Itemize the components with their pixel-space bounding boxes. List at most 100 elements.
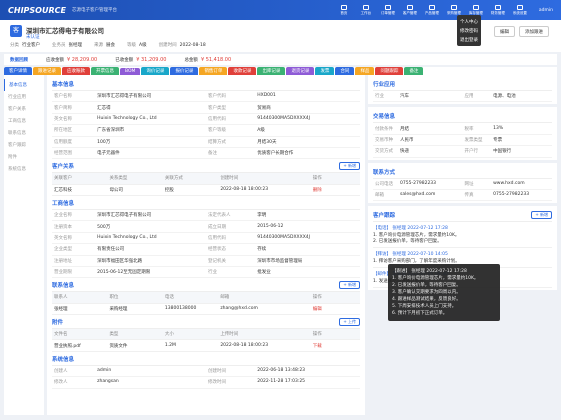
- value: Huixin Technology Co., Ltd: [97, 115, 157, 121]
- value: admin: [97, 367, 112, 373]
- nav-label[interactable]: 库存管理: [468, 10, 483, 15]
- sidebar: 基本信息行业应用客户关系工商信息联系信息客户跟踪附件系统信息: [4, 75, 44, 415]
- label: 备注: [207, 151, 217, 157]
- value: 100万: [97, 139, 111, 145]
- section-title: 基本信息: [52, 77, 360, 91]
- nav-label[interactable]: 首页: [340, 10, 348, 15]
- table-header: 文件名 类型 大小 上传时间 操作: [52, 329, 360, 341]
- action-button[interactable]: + 新增: [339, 162, 360, 171]
- op-link[interactable]: 删除: [310, 185, 360, 196]
- label: 登记机关: [207, 258, 226, 264]
- side-item[interactable]: 基本信息: [4, 79, 44, 91]
- nav-label[interactable]: 采购管理: [446, 10, 461, 15]
- op-link[interactable]: 编辑: [310, 304, 360, 315]
- value: 91440300MA5DXXXX4J: [257, 234, 310, 240]
- nav-label[interactable]: 系统设置: [512, 10, 527, 15]
- value: 2015-06-12至无固定期限: [97, 270, 151, 276]
- kv-row: 交货方式 快递 开户行 中国银行: [373, 146, 552, 158]
- nav-icon: [340, 4, 347, 10]
- user[interactable]: admin: [538, 7, 553, 13]
- tab[interactable]: 跟进记录: [33, 67, 61, 75]
- nav-item[interactable]: 产品管理: [421, 4, 443, 16]
- stat: 应收金额 ¥ 28,209.00: [46, 57, 97, 63]
- cell: 张经理: [52, 304, 108, 315]
- nav-icon: [494, 4, 501, 10]
- label: 修改人: [54, 380, 68, 386]
- tab[interactable]: BOM: [120, 68, 141, 75]
- nav-item[interactable]: 首页: [333, 4, 355, 16]
- card: 交易信息 付款条件 月结 税率 13% 交易币种 人民币 发票类型 专票 交货方式 快递 开户行 中国银…: [368, 107, 557, 160]
- value: 广东省深圳市: [97, 128, 125, 134]
- kv-row: 客户简称 汇芯得 客户类型 贸易商: [52, 102, 360, 114]
- side-item[interactable]: 联系信息: [8, 131, 26, 136]
- tab[interactable]: 应收账款: [62, 67, 90, 75]
- value: 优质客户长期合作: [257, 151, 294, 157]
- badge: 未认证: [26, 35, 40, 40]
- field: 等级 A级: [127, 42, 147, 48]
- stat-label: 总金额: [184, 57, 198, 63]
- button[interactable]: 编辑: [494, 26, 515, 37]
- nav-item[interactable]: 工作台: [355, 4, 377, 16]
- menu-item[interactable]: 个人中心: [460, 19, 478, 25]
- table-header: 联系人 职位 电话 邮箱 操作: [52, 292, 360, 304]
- nav-item[interactable]: 库存管理: [465, 4, 487, 16]
- nav-item[interactable]: 订单管理: [377, 4, 399, 16]
- label: 行业: [207, 270, 217, 276]
- side-item[interactable]: 工商信息: [8, 119, 26, 124]
- label: 经营状态: [207, 247, 226, 253]
- field: 来源 展会: [94, 42, 115, 48]
- tooltip-line: 2. 已发送报价单，等待客户回复。: [392, 283, 461, 288]
- tab[interactable]: 发票: [315, 67, 335, 75]
- nav-label[interactable]: 产品管理: [424, 10, 439, 15]
- title: 联系方式: [373, 169, 396, 176]
- nav-label[interactable]: 客户管理: [402, 10, 417, 15]
- field-label: 来源: [94, 43, 103, 48]
- tab[interactable]: 样品: [355, 67, 375, 75]
- tab[interactable]: 收款记录: [228, 67, 257, 75]
- tab[interactable]: 询价记录: [141, 67, 170, 75]
- kv-row: 注册资本 500万 成立日期 2015-06-12: [52, 221, 360, 233]
- tab[interactable]: 备注: [404, 67, 424, 75]
- field-value: 展会: [106, 43, 115, 48]
- action-button[interactable]: + 上传: [339, 318, 360, 326]
- tab[interactable]: 问题跟踪: [375, 67, 404, 75]
- button[interactable]: 添加跟进: [519, 26, 549, 37]
- card: 行业应用 行业 汽车 应用 电源、电池: [368, 75, 557, 105]
- entry-head: 【电话】 张经理 2022-07-12 17:28: [373, 226, 448, 232]
- kv-row: 付款条件 月结 税率 13%: [373, 123, 552, 135]
- nav-label[interactable]: 订单管理: [380, 10, 395, 15]
- tab[interactable]: 退货记录: [286, 67, 315, 75]
- cell: 2022-08-18 18:00:23: [218, 340, 311, 352]
- tab[interactable]: 开票信息: [91, 67, 119, 75]
- action-button[interactable]: + 新增: [339, 281, 360, 290]
- nav-label[interactable]: 财务管理: [490, 10, 505, 15]
- side-item[interactable]: 客户跟踪: [8, 143, 26, 148]
- tab[interactable]: 报价记录: [170, 67, 199, 75]
- nav-item[interactable]: 客户管理: [399, 4, 421, 16]
- side-item[interactable]: 系统信息: [8, 167, 26, 172]
- side-item[interactable]: 客户关系: [8, 107, 26, 112]
- right-panel: 行业应用 行业 汽车 应用 电源、电池 交易信息 付款条件 月结 税率 13% 交易币种 人民币 发票类…: [368, 75, 557, 415]
- title: 交易信息: [373, 114, 396, 121]
- nav-item[interactable]: 采购管理: [443, 4, 465, 16]
- tab[interactable]: 销售订单: [199, 67, 228, 75]
- nav-item[interactable]: 财务管理: [487, 4, 509, 16]
- nav-item[interactable]: 系统设置: [509, 4, 531, 16]
- tab[interactable]: 出库记录: [257, 67, 286, 75]
- side-item[interactable]: 行业应用: [8, 95, 26, 100]
- op-link[interactable]: 下载: [310, 340, 360, 352]
- menu-item[interactable]: 修改密码: [460, 28, 478, 34]
- nav-label[interactable]: 工作台: [360, 10, 372, 15]
- kv-row: 信用额度 100万 结算方式 月结30天: [52, 137, 360, 148]
- cell: 资质文件: [107, 340, 163, 352]
- value: 贸易商: [257, 105, 271, 111]
- action-button[interactable]: + 新增: [531, 211, 552, 220]
- value: 存续: [257, 247, 267, 253]
- value: 深圳市福田区华强北路: [97, 258, 143, 264]
- menu-item[interactable]: 退出登录: [460, 37, 478, 43]
- tab[interactable]: 合同: [335, 67, 355, 75]
- tab[interactable]: 客户详情: [4, 67, 32, 75]
- side-item[interactable]: 附件: [8, 155, 17, 160]
- column: 电话: [162, 292, 219, 304]
- label: 行业: [375, 94, 384, 100]
